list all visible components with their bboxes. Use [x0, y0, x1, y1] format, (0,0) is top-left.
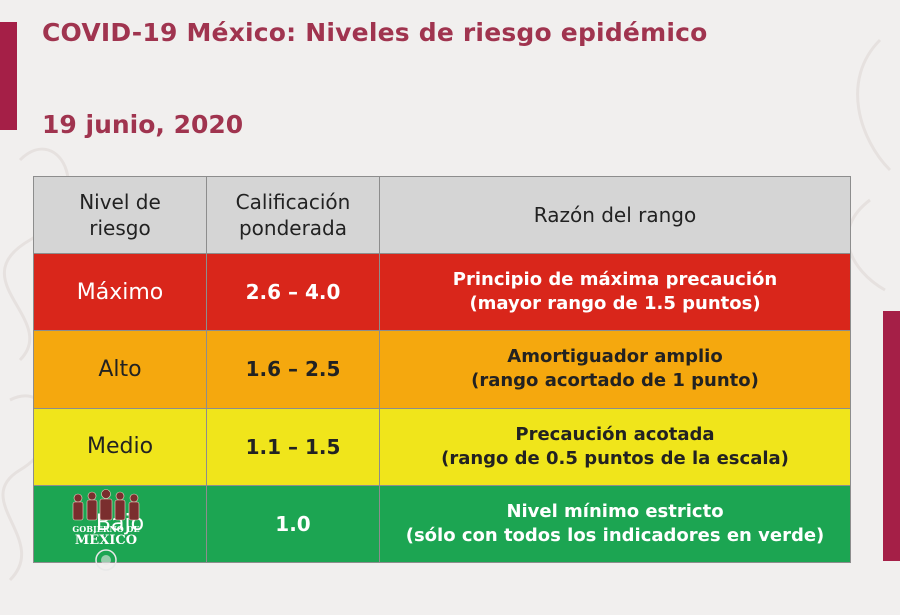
reason-line: (mayor rango de 1.5 puntos) — [469, 293, 761, 315]
reason-cell: Principio de máxima precaución (mayor ra… — [379, 253, 851, 332]
score-cell: 1.0 — [206, 484, 380, 564]
logo-text-line: GOBIERNO DE — [72, 524, 140, 534]
table-row-alto: Alto 1.6 – 2.5 Amortiguador amplio (rang… — [33, 330, 851, 409]
page-title: COVID-19 México: Niveles de riesgo epidé… — [42, 18, 708, 47]
table-row-bajo: Bajo 1.0 Nivel mínimo estricto (sólo con… — [33, 484, 851, 564]
level-cell: Alto — [33, 330, 207, 409]
table-header-row: Nivel de riesgo Calificación ponderada R… — [33, 175, 851, 255]
logo-figures-icon — [72, 489, 140, 571]
left-accent-bar — [0, 22, 17, 130]
logo-text: GOBIERNO DE MÉXICO — [56, 524, 156, 548]
header-calificacion: Calificación ponderada — [206, 175, 380, 255]
reason-line: (sólo con todos los indicadores en verde… — [405, 524, 825, 546]
level-cell: Medio — [33, 407, 207, 486]
reason-cell: Nivel mínimo estricto (sólo con todos lo… — [379, 484, 851, 564]
reason-cell: Amortiguador amplio (rango acortado de 1… — [379, 330, 851, 409]
reason-cell: Precaución acotada (rango de 0.5 puntos … — [379, 407, 851, 486]
header-line: ponderada — [238, 216, 348, 241]
reason-line: Precaución acotada — [515, 423, 715, 445]
table-row-medio: Medio 1.1 – 1.5 Precaución acotada (rang… — [33, 407, 851, 486]
reason-line: Principio de máxima precaución — [452, 269, 778, 291]
score-cell: 2.6 – 4.0 — [206, 253, 380, 332]
page-date: 19 junio, 2020 — [42, 110, 244, 139]
table-row-maximo: Máximo 2.6 – 4.0 Principio de máxima pre… — [33, 253, 851, 332]
gobierno-de-mexico-logo: GOBIERNO DE MÉXICO — [56, 484, 156, 574]
logo-text-line: MÉXICO — [74, 533, 138, 548]
reason-line: Nivel mínimo estricto — [506, 500, 724, 522]
level-cell: Máximo — [33, 253, 207, 332]
score-cell: 1.1 – 1.5 — [206, 407, 380, 486]
reason-line: Amortiguador amplio — [507, 346, 723, 368]
risk-levels-table: Nivel de riesgo Calificación ponderada R… — [33, 175, 851, 564]
header-line: Nivel de — [79, 190, 161, 215]
score-cell: 1.6 – 2.5 — [206, 330, 380, 409]
header-line: Razón del rango — [533, 203, 697, 228]
reason-line: (rango acortado de 1 punto) — [471, 370, 759, 392]
header-line: riesgo — [89, 216, 151, 241]
right-accent-bar — [883, 311, 900, 561]
reason-line: (rango de 0.5 puntos de la escala) — [441, 447, 789, 469]
header-razon: Razón del rango — [379, 175, 851, 255]
header-line: Calificación — [235, 190, 351, 215]
header-nivel-riesgo: Nivel de riesgo — [33, 175, 207, 255]
